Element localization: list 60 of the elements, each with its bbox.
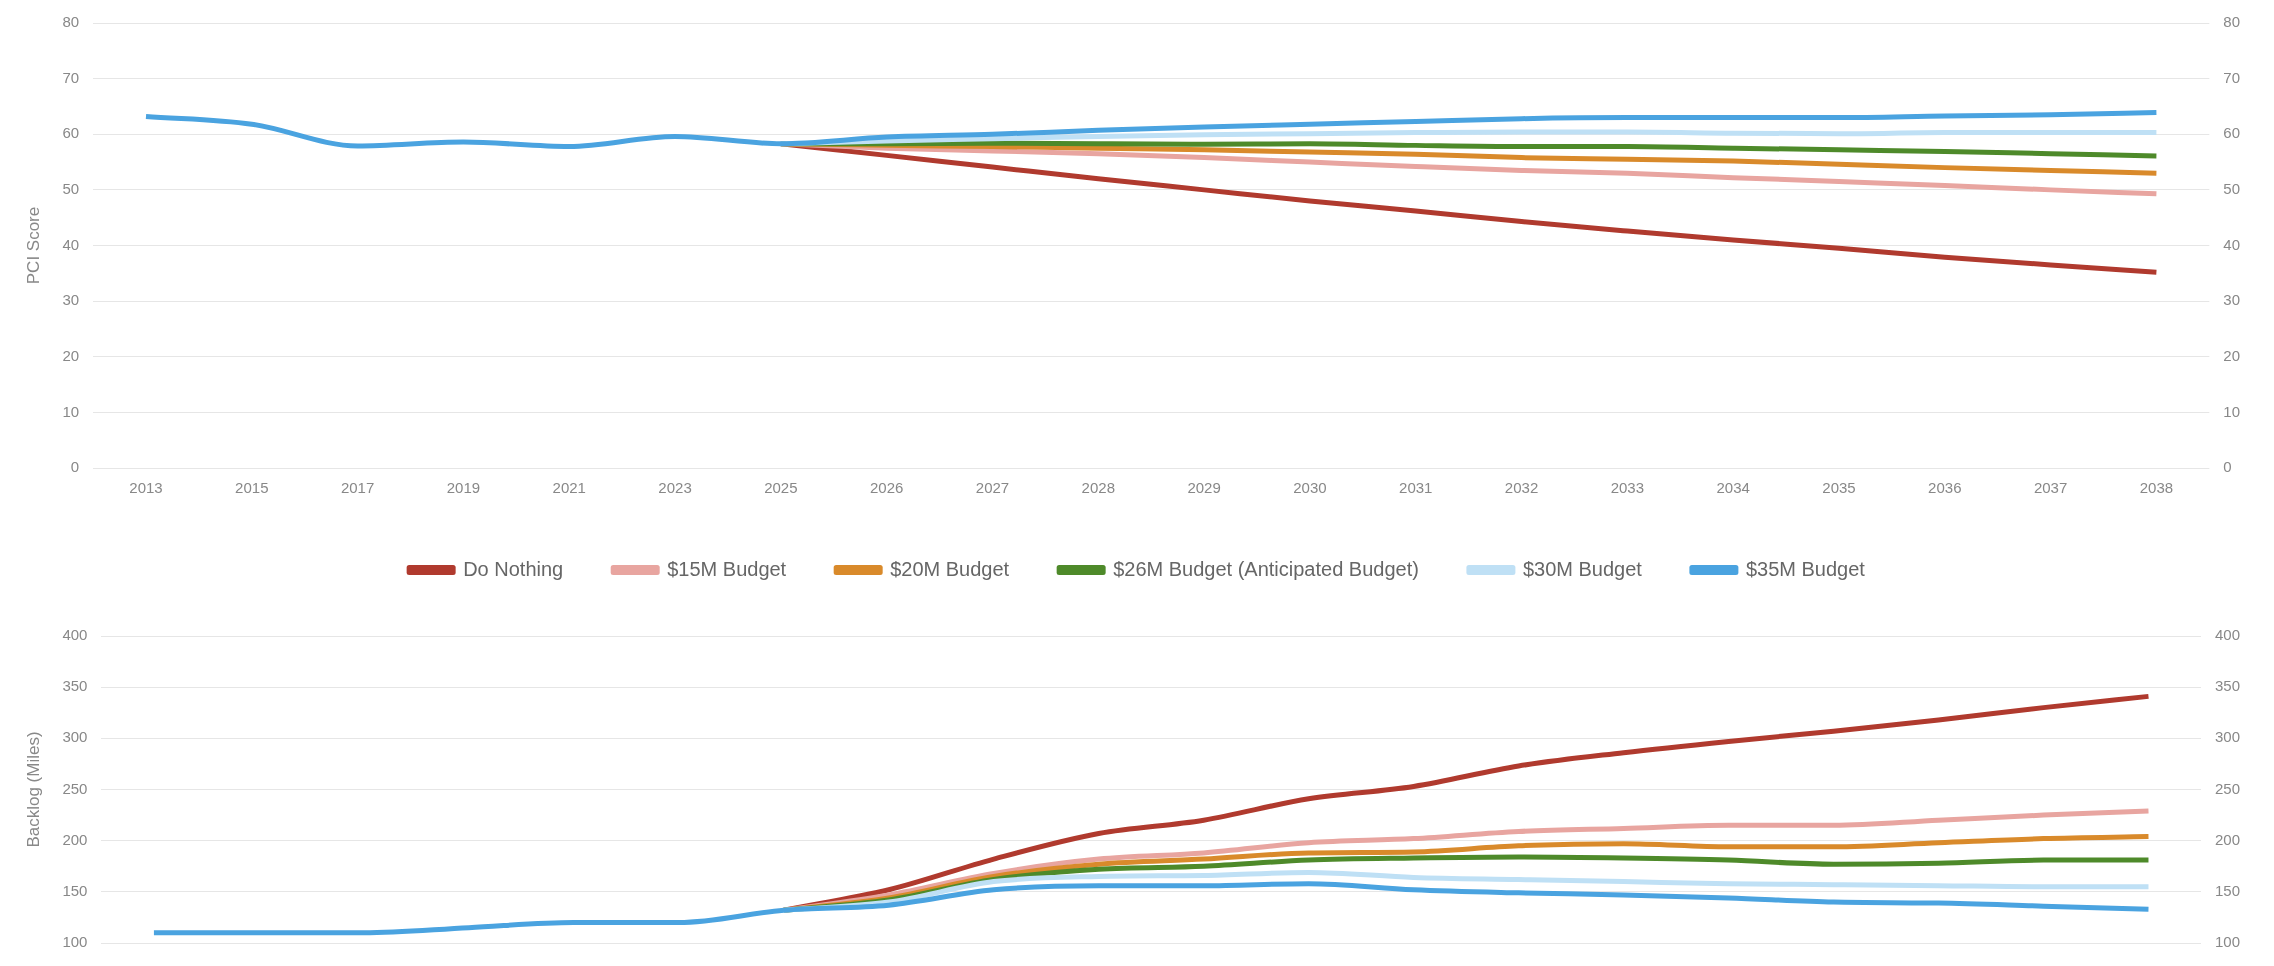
x-tick-label: 2032: [1504, 479, 1539, 497]
x-tick-label: 2033: [1610, 479, 1645, 497]
legend-label: $20M Budget: [890, 557, 1010, 580]
y2-tick-label: 350: [2214, 677, 2240, 695]
x-tick-label: 2021: [552, 479, 586, 497]
y-tick-label: 30: [62, 291, 80, 309]
y-tick-label: 10: [62, 402, 80, 420]
x-tick-label: 2034: [1716, 479, 1750, 497]
y-tick-label: 100: [62, 933, 88, 951]
x-tick-label: 2035: [1822, 479, 1856, 497]
y2-tick-label: 200: [2214, 830, 2240, 848]
y2-tick-label: 80: [2223, 13, 2240, 31]
y2-tick-label: 50: [2223, 180, 2240, 198]
y-tick-label: 80: [62, 13, 80, 31]
y-tick-label: 0: [70, 458, 80, 476]
x-tick-label: 2036: [1928, 479, 1962, 497]
y2-tick-label: 10: [2223, 402, 2240, 420]
legend-label: $35M Budget: [1745, 557, 1866, 580]
y-axis-title: Backlog (Miles): [23, 731, 43, 848]
y2-tick-label: 70: [2223, 68, 2240, 86]
y2-tick-label: 40: [2223, 235, 2240, 253]
x-tick-label: 2023: [658, 479, 692, 497]
y-axis-title: PCI Score: [23, 206, 43, 285]
x-tick-label: 2013: [129, 479, 163, 497]
y2-tick-label: 30: [2223, 291, 2240, 309]
x-tick-label: 2015: [235, 479, 269, 497]
x-tick-label: 2028: [1081, 479, 1115, 497]
y-tick-label: 70: [62, 68, 80, 86]
x-tick-label: 2029: [1187, 479, 1221, 497]
y-tick-label: 400: [62, 626, 88, 644]
y-tick-label: 50: [62, 180, 80, 198]
legend-label: $26M Budget (Anticipated Budget): [1113, 557, 1419, 580]
y-tick-label: 300: [62, 728, 88, 746]
y-tick-label: 250: [62, 779, 88, 797]
y-tick-label: 60: [62, 124, 80, 142]
y2-tick-label: 250: [2214, 779, 2240, 797]
x-tick-label: 2037: [2033, 479, 2068, 497]
x-tick-label: 2017: [340, 479, 375, 497]
y2-tick-label: 400: [2214, 626, 2240, 644]
legend-label: $30M Budget: [1522, 557, 1643, 580]
y2-tick-label: 150: [2214, 881, 2240, 899]
y2-tick-label: 20: [2223, 346, 2240, 364]
y-tick-label: 20: [62, 346, 80, 364]
y2-tick-label: 100: [2214, 933, 2240, 951]
y2-tick-label: 300: [2214, 728, 2240, 746]
y2-tick-label: 0: [2223, 458, 2232, 476]
legend-label: Do Nothing: [463, 557, 564, 580]
y-tick-label: 150: [62, 881, 88, 899]
y-tick-label: 350: [62, 677, 88, 695]
x-tick-label: 2025: [764, 479, 798, 497]
y2-tick-label: 60: [2223, 124, 2240, 142]
y-tick-label: 200: [62, 830, 88, 848]
y-tick-label: 40: [62, 235, 80, 253]
x-tick-label: 2026: [869, 479, 904, 497]
x-tick-label: 2027: [975, 479, 1010, 497]
x-tick-label: 2031: [1399, 479, 1433, 497]
legend-label: $15M Budget: [667, 557, 787, 580]
x-tick-label: 2038: [2139, 479, 2174, 497]
x-tick-label: 2019: [446, 479, 481, 497]
x-tick-label: 2030: [1293, 479, 1327, 497]
